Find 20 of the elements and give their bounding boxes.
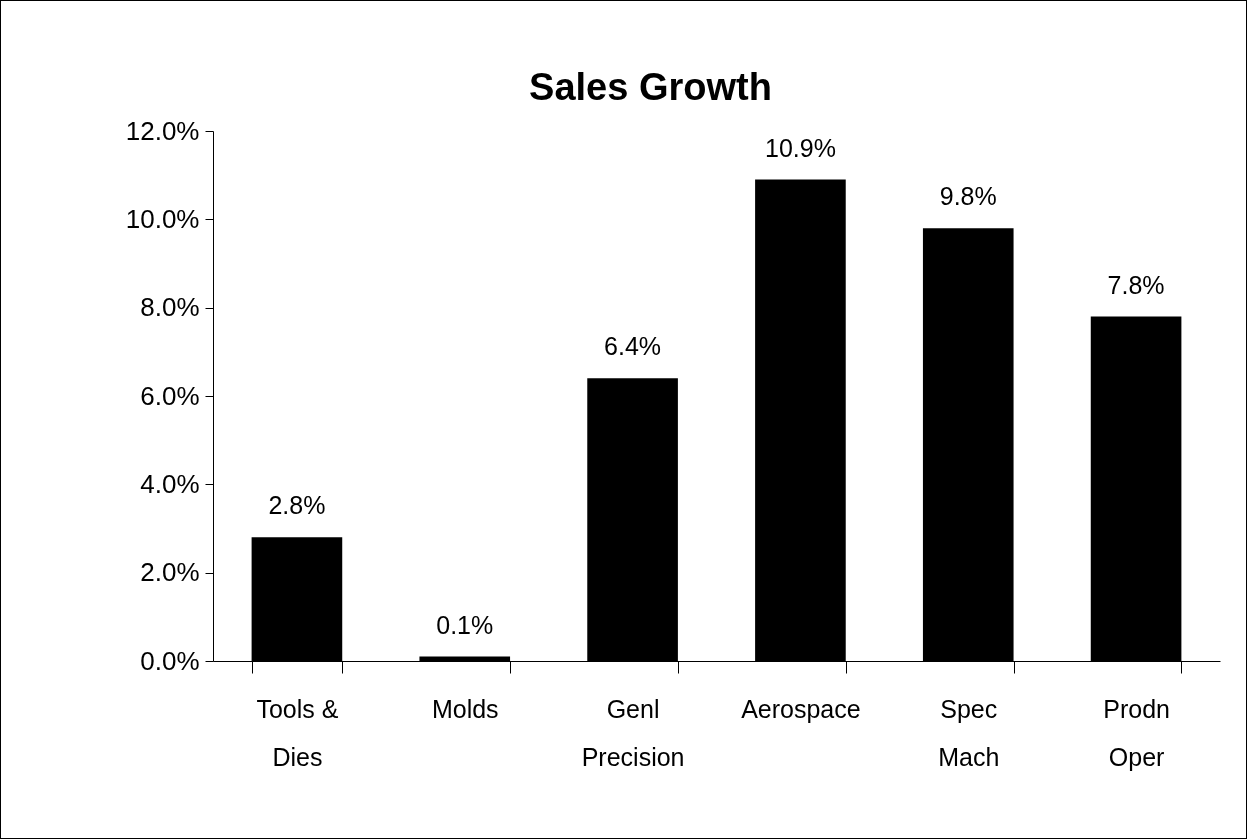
chart-title: Sales Growth [529,66,772,108]
data-label: 9.8% [939,182,997,211]
y-tick-label: 2.0% [140,557,200,588]
data-label: 10.9% [764,133,836,162]
x-tick-label: Tools & Dies [256,694,339,771]
x-tick-label: Prodn Oper [1103,694,1170,771]
x-tick-label: Molds [431,694,499,723]
data-label: 6.4% [604,332,662,361]
x-tick-label: Genl Precision [581,694,685,771]
y-tick-label: 10.0% [125,203,200,234]
y-tick-label: 12.0% [125,115,200,146]
y-tick-label: 6.0% [140,380,200,411]
x-tick-label: Spec Mach [938,694,1000,771]
x-tick-label: Aerospace [741,694,861,723]
data-label: 2.8% [268,491,326,520]
y-tick-label: 4.0% [140,468,200,499]
data-label: 7.8% [1107,270,1165,299]
y-tick-label: 0.0% [140,645,200,676]
data-label: 0.1% [436,610,494,639]
y-tick-label: 8.0% [140,292,200,323]
